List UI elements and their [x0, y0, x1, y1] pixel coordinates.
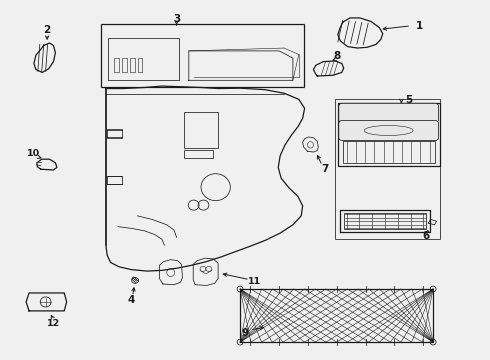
Bar — [108, 39, 179, 80]
Text: 3: 3 — [173, 14, 180, 24]
Bar — [130, 58, 135, 72]
Bar — [338, 103, 441, 166]
Text: 6: 6 — [422, 231, 429, 241]
Bar — [114, 58, 119, 72]
Bar — [107, 176, 122, 184]
Bar — [184, 112, 218, 148]
Bar — [343, 213, 426, 229]
FancyBboxPatch shape — [339, 103, 439, 123]
Text: 1: 1 — [416, 21, 423, 31]
Bar — [240, 289, 433, 342]
Text: 8: 8 — [333, 51, 341, 61]
Text: 2: 2 — [44, 25, 51, 35]
FancyBboxPatch shape — [339, 121, 439, 140]
Bar — [101, 24, 304, 87]
Bar — [122, 58, 127, 72]
Text: 9: 9 — [242, 328, 248, 338]
Text: 4: 4 — [128, 295, 135, 305]
Text: 10: 10 — [27, 149, 41, 158]
Text: 11: 11 — [248, 276, 261, 285]
Bar — [343, 140, 435, 163]
Text: 12: 12 — [47, 319, 60, 328]
Bar — [138, 58, 143, 72]
Text: 7: 7 — [321, 163, 329, 174]
Bar — [107, 129, 122, 138]
Bar — [184, 149, 213, 158]
Bar — [335, 99, 441, 239]
Text: 5: 5 — [405, 95, 412, 105]
